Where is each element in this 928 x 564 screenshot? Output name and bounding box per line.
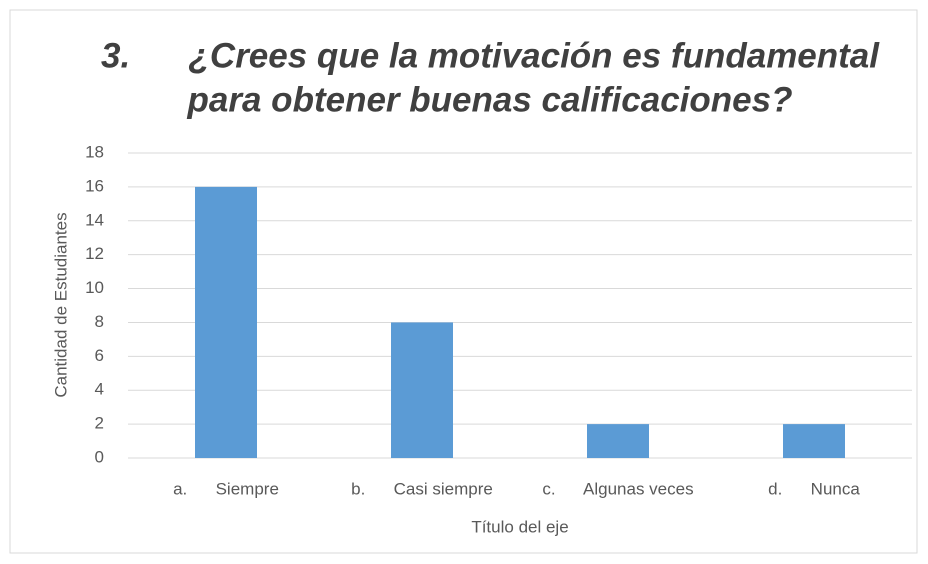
x-axis-title: Título del eje xyxy=(471,517,568,536)
y-tick-label: 12 xyxy=(85,244,104,263)
bar xyxy=(587,424,649,458)
bar xyxy=(391,322,453,458)
y-tick-label: 2 xyxy=(95,414,104,433)
y-tick-label: 8 xyxy=(95,312,104,331)
x-tick-label: d. Nunca xyxy=(768,479,860,498)
bar xyxy=(783,424,845,458)
x-tick-label: c. Algunas veces xyxy=(542,479,693,498)
x-tick-label: b. Casi siempre xyxy=(351,479,493,498)
y-tick-label: 4 xyxy=(95,380,104,399)
y-tick-label: 6 xyxy=(95,346,104,365)
x-tick-label: a. Siempre xyxy=(173,479,279,498)
y-tick-label: 18 xyxy=(85,142,104,161)
y-axis-title: Cantidad de Estudiantes xyxy=(51,212,70,397)
chart-title-line: para obtener buenas calificaciones? xyxy=(187,80,793,119)
chart-border xyxy=(9,9,918,554)
bar xyxy=(195,186,257,458)
y-tick-label: 0 xyxy=(95,447,104,466)
chart-title-line: 3. ¿Crees que la motivación es fundament… xyxy=(101,36,880,75)
y-tick-label: 14 xyxy=(85,210,104,229)
y-tick-label: 10 xyxy=(85,278,104,297)
y-tick-label: 16 xyxy=(85,176,104,195)
